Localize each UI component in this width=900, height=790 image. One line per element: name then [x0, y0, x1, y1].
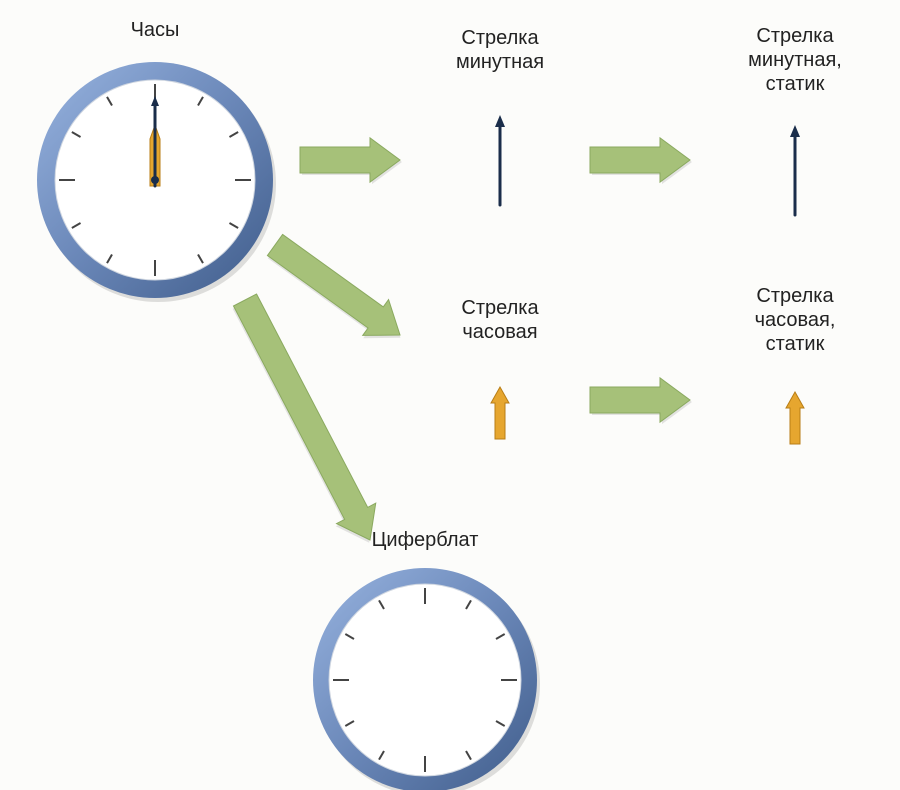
label-hour: Стрелка часовая: [350, 296, 650, 344]
label-minute-stat: Стрелка минутная, статик: [645, 24, 900, 96]
label-minute: Стрелка минутная: [350, 26, 650, 74]
label-hour-stat: Стрелка часовая, статик: [645, 284, 900, 356]
label-clock: Часы: [5, 18, 305, 42]
diagram-stage: { "canvas": { "width": 900, "height": 79…: [0, 0, 900, 790]
label-dial: Циферблат: [275, 528, 575, 552]
flow-arrows: [0, 0, 900, 790]
